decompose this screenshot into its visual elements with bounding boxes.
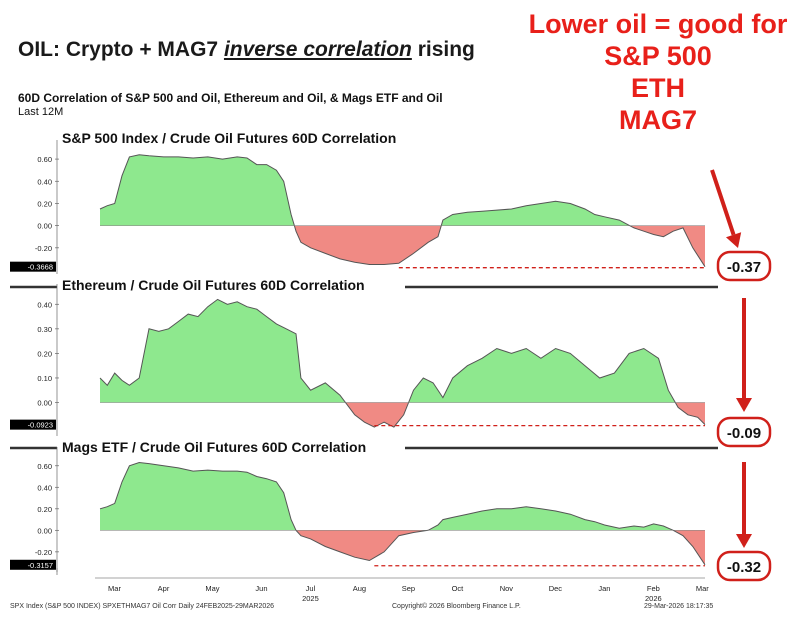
last-value-box xyxy=(10,419,56,430)
positive-area xyxy=(100,462,705,531)
callout-value-box xyxy=(716,416,772,448)
panel-title: Mags ETF / Crude Oil Futures 60D Correla… xyxy=(62,439,366,455)
callout-value-box xyxy=(716,250,772,282)
x-tick-label: Dec xyxy=(549,584,563,593)
arrow-head xyxy=(736,398,752,412)
x-tick-label: Nov xyxy=(500,584,514,593)
negative-area xyxy=(296,530,705,565)
last-value-box xyxy=(10,261,56,272)
panel-title: Ethereum / Crude Oil Futures 60D Correla… xyxy=(62,277,365,293)
x-tick-label: Feb xyxy=(647,584,660,593)
y-tick-label: 0.40 xyxy=(37,483,52,492)
x-tick-label: Jan xyxy=(598,584,610,593)
positive-area xyxy=(100,299,705,403)
x-tick-label: Mar xyxy=(108,584,121,593)
x-year-label: 2026 xyxy=(645,594,662,603)
footer-copyright: Copyright© 2026 Bloomberg Finance L.P. xyxy=(392,603,521,610)
x-tick-label: Sep xyxy=(402,584,415,593)
y-tick-label: 0.20 xyxy=(37,505,52,514)
series-line xyxy=(99,461,706,566)
callout-line: MAG7 xyxy=(618,105,697,135)
period-label: Last 12M xyxy=(18,106,64,118)
footer-timestamp: 29-Mar-2026 18:17:35 xyxy=(644,603,714,610)
arrow-head xyxy=(725,232,742,248)
y-tick-label: 0.00 xyxy=(37,222,52,231)
panel-title: S&P 500 Index / Crude Oil Futures 60D Co… xyxy=(62,130,396,146)
x-tick-label: Oct xyxy=(452,584,465,593)
x-year-label: 2025 xyxy=(302,594,319,603)
y-tick-label: 0.20 xyxy=(37,199,52,208)
y-tick-label: 0.60 xyxy=(37,462,52,471)
chart-subtitle: 60D Correlation of S&P 500 and Oil, Ethe… xyxy=(18,91,443,105)
last-value-label: -0.0923 xyxy=(28,421,53,430)
negative-area xyxy=(345,402,705,428)
x-tick-label: Aug xyxy=(353,584,366,593)
x-tick-label: Jun xyxy=(255,584,267,593)
y-tick-label: 0.40 xyxy=(37,300,52,309)
y-tick-label: 0.20 xyxy=(37,349,52,358)
y-tick-label: 0.30 xyxy=(37,325,52,334)
last-value-label: -0.3157 xyxy=(28,561,53,570)
callout-text: Lower oil = good for S&P 500 ETH MAG7 xyxy=(520,8,796,136)
page-title: OIL: Crypto + MAG7 inverse correlation r… xyxy=(18,38,475,61)
footer-source: SPX Index (S&P 500 INDEX) SPXETHMAG7 Oil… xyxy=(10,603,275,610)
arrow-shaft xyxy=(710,169,736,236)
y-tick-label: -0.20 xyxy=(35,548,52,557)
callout-value: -0.32 xyxy=(727,559,761,576)
y-tick-label: 0.60 xyxy=(37,155,52,164)
x-tick-label: Apr xyxy=(158,584,170,593)
x-tick-label: Jul xyxy=(306,584,316,593)
callout-value-box xyxy=(716,550,772,582)
y-tick-label: 0.10 xyxy=(37,374,52,383)
y-tick-label: 0.00 xyxy=(37,526,52,535)
arrow-head xyxy=(736,534,752,548)
callout-line: Lower oil = good for xyxy=(528,9,788,39)
y-tick-label: 0.00 xyxy=(37,399,52,408)
series-line xyxy=(99,298,706,428)
series-line xyxy=(99,154,706,267)
x-tick-label: Mar xyxy=(696,584,709,593)
last-value-box xyxy=(10,559,56,570)
last-value-label: -0.3668 xyxy=(28,263,53,272)
callout-value: -0.37 xyxy=(727,259,761,276)
callout-line: ETH xyxy=(631,73,685,103)
y-tick-label: -0.20 xyxy=(35,244,52,253)
x-tick-label: May xyxy=(205,584,219,593)
callout-value: -0.09 xyxy=(727,425,761,442)
negative-area xyxy=(294,225,705,267)
y-tick-label: 0.40 xyxy=(37,177,52,186)
positive-area xyxy=(100,154,705,226)
callout-line: S&P 500 xyxy=(604,41,712,71)
